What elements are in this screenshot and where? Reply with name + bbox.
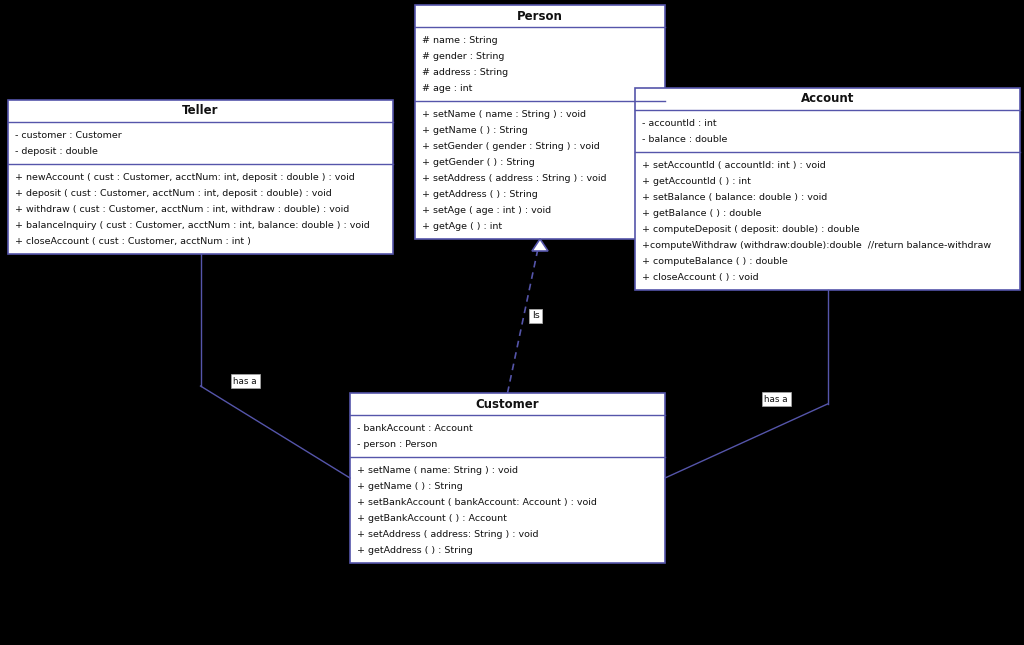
Text: + getAddress ( ) : String: + getAddress ( ) : String	[357, 546, 473, 555]
Text: - customer : Customer: - customer : Customer	[15, 132, 122, 141]
Text: # age : int: # age : int	[422, 84, 472, 94]
Text: + deposit ( cust : Customer, acctNum : int, deposit : double) : void: + deposit ( cust : Customer, acctNum : i…	[15, 189, 332, 198]
Text: Is: Is	[531, 312, 540, 321]
Text: + computeDeposit ( deposit: double) : double: + computeDeposit ( deposit: double) : do…	[642, 225, 859, 234]
Text: + getAge ( ) : int: + getAge ( ) : int	[422, 223, 502, 232]
Text: + setGender ( gender : String ) : void: + setGender ( gender : String ) : void	[422, 143, 600, 152]
Text: Customer: Customer	[476, 397, 540, 410]
Text: + setAddress ( address : String ) : void: + setAddress ( address : String ) : void	[422, 174, 606, 183]
Text: has a: has a	[233, 377, 257, 386]
Text: + setName ( name : String ) : void: + setName ( name : String ) : void	[422, 110, 586, 119]
Bar	[415, 5, 665, 239]
Text: Teller: Teller	[182, 104, 219, 117]
Text: - balance : double: - balance : double	[642, 135, 727, 144]
Text: + withdraw ( cust : Customer, acctNum : int, withdraw : double) : void: + withdraw ( cust : Customer, acctNum : …	[15, 205, 349, 214]
Bar	[350, 393, 665, 563]
Text: + getName ( ) : String: + getName ( ) : String	[357, 482, 463, 491]
Text: - bankAccount : Account: - bankAccount : Account	[357, 424, 473, 433]
Text: + closeAccount ( ) : void: + closeAccount ( ) : void	[642, 273, 759, 283]
Text: + closeAccount ( cust : Customer, acctNum : int ): + closeAccount ( cust : Customer, acctNu…	[15, 237, 251, 246]
Text: + getGender ( ) : String: + getGender ( ) : String	[422, 158, 535, 167]
Text: + setBankAccount ( bankAccount: Account ) : void: + setBankAccount ( bankAccount: Account …	[357, 499, 597, 508]
Text: # address : String: # address : String	[422, 68, 508, 77]
Text: - accountId : int: - accountId : int	[642, 119, 717, 128]
Text: + getBalance ( ) : double: + getBalance ( ) : double	[642, 209, 762, 218]
Text: + newAccount ( cust : Customer, acctNum: int, deposit : double ) : void: + newAccount ( cust : Customer, acctNum:…	[15, 174, 354, 183]
Text: + getAddress ( ) : String: + getAddress ( ) : String	[422, 190, 538, 199]
Polygon shape	[532, 239, 548, 251]
Text: # name : String: # name : String	[422, 36, 498, 45]
Text: + balanceInquiry ( cust : Customer, acctNum : int, balance: double ) : void: + balanceInquiry ( cust : Customer, acct…	[15, 221, 370, 230]
Text: + getAccountId ( ) : int: + getAccountId ( ) : int	[642, 177, 751, 186]
Text: - deposit : double: - deposit : double	[15, 147, 98, 156]
Text: - person : Person: - person : Person	[357, 441, 437, 450]
Bar	[8, 100, 393, 254]
Text: + setBalance ( balance: double ) : void: + setBalance ( balance: double ) : void	[642, 194, 827, 203]
Text: + setAddress ( address: String ) : void: + setAddress ( address: String ) : void	[357, 530, 539, 539]
Text: + setName ( name: String ) : void: + setName ( name: String ) : void	[357, 466, 518, 475]
Bar	[635, 88, 1020, 290]
Text: +computeWithdraw (withdraw:double):double  //return balance-withdraw: +computeWithdraw (withdraw:double):doubl…	[642, 241, 991, 250]
Text: + getName ( ) : String: + getName ( ) : String	[422, 126, 527, 135]
Text: Account: Account	[801, 92, 854, 106]
Text: Person: Person	[517, 10, 563, 23]
Text: + computeBalance ( ) : double: + computeBalance ( ) : double	[642, 257, 787, 266]
Text: # gender : String: # gender : String	[422, 52, 505, 61]
Text: + getBankAccount ( ) : Account: + getBankAccount ( ) : Account	[357, 514, 507, 523]
Text: + setAccountId ( accountId: int ) : void: + setAccountId ( accountId: int ) : void	[642, 161, 825, 170]
Text: + setAge ( age : int ) : void: + setAge ( age : int ) : void	[422, 206, 551, 215]
Text: has a: has a	[765, 395, 788, 404]
